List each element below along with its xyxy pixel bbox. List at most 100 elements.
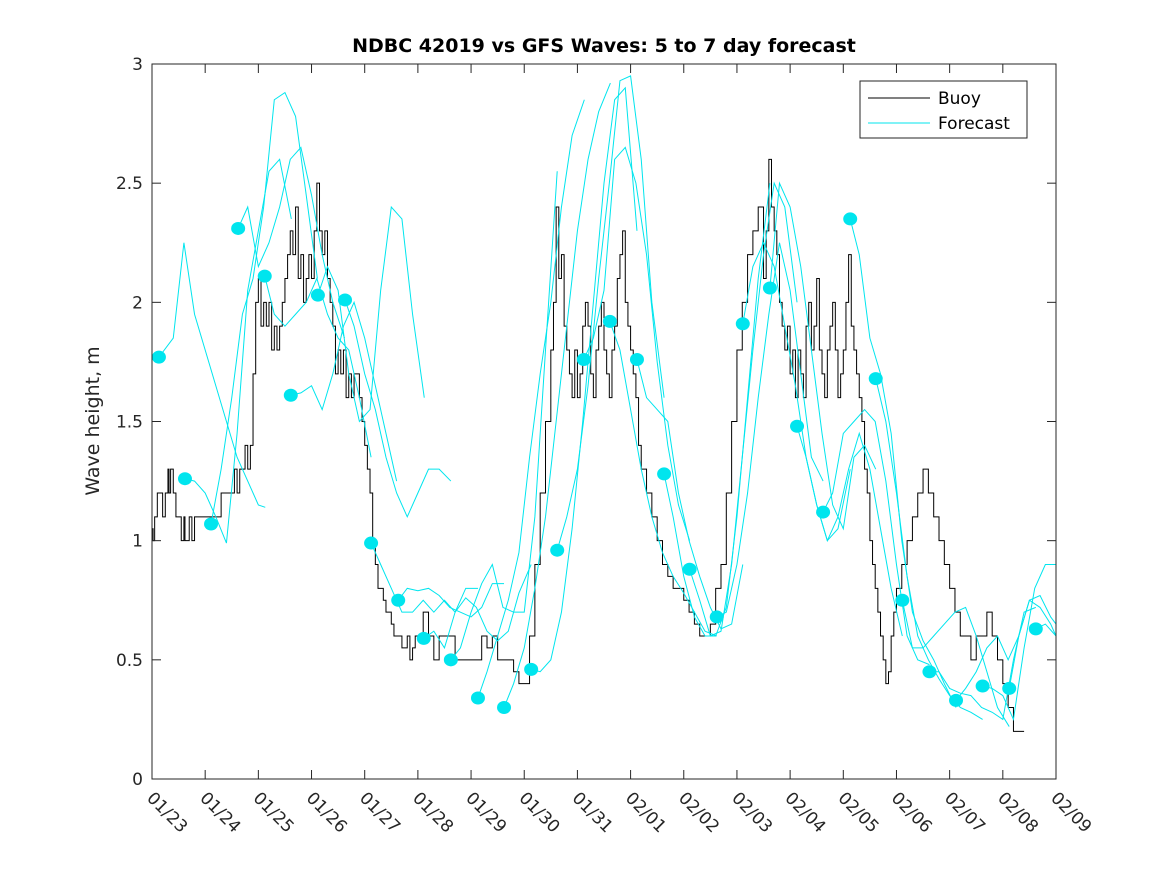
- x-tick-label: 02/03: [727, 788, 776, 837]
- forecast-start-point: [151, 350, 166, 364]
- forecast-start-point: [204, 517, 219, 531]
- x-tick-label: 01/24: [196, 788, 245, 837]
- x-tick-label: 02/07: [940, 788, 989, 837]
- forecast-line: [158, 242, 266, 508]
- y-tick-label: 0.5: [116, 651, 143, 671]
- forecast-line: [317, 205, 425, 423]
- forecast-start-point: [338, 293, 353, 307]
- forecast-start-point: [709, 610, 724, 624]
- forecast-start-point: [602, 314, 617, 328]
- forecast-line: [849, 218, 957, 708]
- x-tick-label: 02/01: [621, 788, 670, 837]
- forecast-line: [689, 181, 798, 637]
- forecast-start-point: [470, 691, 485, 705]
- forecast-start-point: [524, 662, 539, 676]
- legend-forecast-label: Forecast: [938, 114, 1010, 134]
- x-tick-label: 02/04: [781, 788, 830, 837]
- forecast-start-point: [177, 472, 192, 486]
- y-tick-label: 2: [132, 293, 143, 313]
- forecast-line: [875, 378, 983, 720]
- forecast-line: [1008, 599, 1057, 689]
- y-tick-label: 1: [132, 532, 143, 552]
- forecast-line: [955, 594, 1057, 701]
- forecast-line: [982, 564, 1056, 722]
- forecast-line: [184, 158, 292, 544]
- x-tick-label: 02/06: [887, 788, 936, 837]
- forecast-line: [769, 181, 877, 531]
- forecast-line: [716, 242, 824, 618]
- x-tick-label: 02/08: [993, 788, 1042, 837]
- x-tick-label: 01/28: [408, 788, 457, 837]
- x-tick-label: 02/02: [674, 788, 723, 837]
- x-tick-label: 01/23: [142, 788, 191, 837]
- forecast-line: [290, 300, 398, 482]
- y-axis: 0 0.5 1 1.5 2 2.5 3: [116, 55, 1056, 790]
- forecast-line: [264, 275, 372, 458]
- forecast-line: [663, 183, 771, 637]
- y-tick-label: 1.5: [116, 413, 143, 433]
- legend: Buoy Forecast: [859, 80, 1028, 139]
- forecast-line: [423, 564, 532, 650]
- x-tick-label: 01/25: [249, 788, 298, 837]
- forecast-line: [450, 171, 558, 661]
- forecast-line: [822, 408, 930, 666]
- y-axis-label: Wave height, m: [82, 346, 104, 495]
- x-tick-label: 01/31: [568, 788, 617, 837]
- forecast-line: [370, 542, 478, 614]
- forecast-line: [397, 583, 505, 618]
- forecast-start-point: [816, 505, 831, 519]
- forecast-line: [503, 82, 611, 708]
- x-tick-label: 01/30: [515, 788, 564, 837]
- forecast-start-point: [735, 317, 750, 331]
- forecast-line: [742, 241, 851, 542]
- forecast-line: [636, 359, 744, 630]
- y-tick-label: 0: [132, 770, 143, 790]
- forecast-line: [556, 75, 665, 551]
- forecast-start-point: [922, 665, 937, 679]
- x-tick-label: 01/27: [355, 788, 404, 837]
- forecast-start-point: [1002, 681, 1017, 695]
- forecast-start-point: [443, 653, 458, 667]
- forecast-start-point: [843, 212, 858, 226]
- legend-box: [859, 80, 1028, 139]
- forecast-start-point: [310, 288, 325, 302]
- forecast-start-point: [391, 593, 406, 607]
- forecast-line: [344, 299, 452, 519]
- chart-title: NDBC 42019 vs GFS Waves: 5 to 7 day fore…: [352, 35, 856, 57]
- forecast-line: [901, 600, 1010, 727]
- x-tick-label: 02/09: [1046, 788, 1095, 837]
- x-tick-label: 01/29: [462, 788, 511, 837]
- forecast-line: [210, 91, 318, 525]
- forecast-line: [477, 99, 585, 699]
- forecast-line: [583, 146, 691, 541]
- forecast-start-point: [657, 467, 672, 481]
- forecast-start-point: [283, 388, 298, 402]
- buoy-line: [152, 158, 1025, 732]
- forecast-start-point: [868, 372, 883, 386]
- forecast-start-point: [790, 419, 805, 433]
- legend-buoy-label: Buoy: [938, 89, 981, 109]
- forecast-start-point: [682, 562, 697, 576]
- forecast-series: [151, 75, 1057, 727]
- forecast-line: [796, 426, 903, 637]
- forecast-start-point: [895, 593, 910, 607]
- forecast-start-point: [1028, 622, 1043, 636]
- forecast-start-point: [364, 536, 379, 550]
- forecast-start-point: [231, 221, 246, 235]
- forecast-start-point: [550, 543, 565, 557]
- forecast-start-point: [416, 631, 431, 645]
- y-tick-label: 3: [132, 55, 143, 75]
- forecast-start-point: [629, 353, 644, 367]
- forecast-start-point: [576, 353, 591, 367]
- forecast-line: [609, 321, 717, 637]
- buoy-series: [152, 158, 1025, 732]
- x-tick-label: 02/05: [834, 788, 883, 837]
- forecast-start-point: [257, 269, 272, 283]
- forecast-start-point: [975, 679, 990, 693]
- forecast-start-point: [497, 701, 512, 714]
- forecast-start-point: [949, 693, 964, 707]
- y-tick-label: 2.5: [116, 174, 143, 194]
- x-tick-label: 01/26: [302, 788, 351, 837]
- forecast-start-point: [762, 281, 777, 295]
